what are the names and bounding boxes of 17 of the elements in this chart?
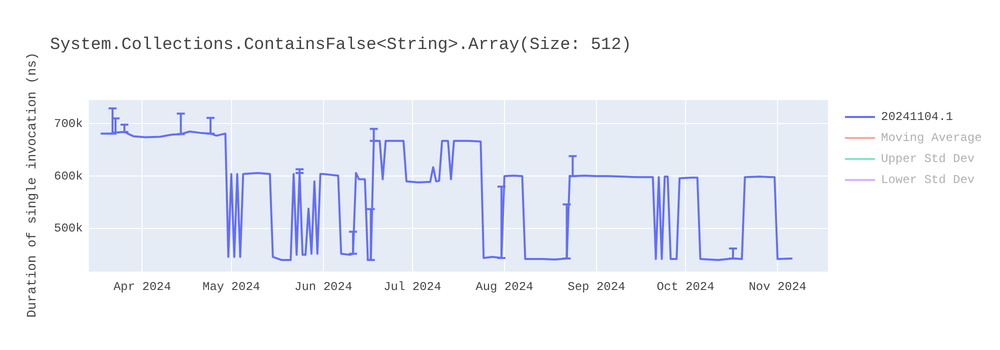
x-tick-label: Oct 2024	[656, 280, 714, 294]
legend-label: Moving Average	[881, 130, 982, 144]
x-tick-label: Nov 2024	[748, 280, 806, 294]
x-tick-label: Sep 2024	[568, 280, 626, 294]
legend-label: 20241104.1	[881, 110, 954, 124]
x-tick-label: Jul 2024	[384, 280, 442, 294]
x-tick-label: Apr 2024	[113, 280, 172, 294]
legend-label: Upper Std Dev	[881, 152, 975, 166]
y-tick-label: 500k	[54, 222, 83, 236]
y-axis-title: Duration of single invocation (ns)	[24, 52, 40, 318]
x-tick-label: May 2024	[202, 280, 260, 294]
x-tick-label: Aug 2024	[476, 280, 534, 294]
y-tick-label: 600k	[54, 169, 83, 184]
chart-title: System.Collections.ContainsFalse<String>.Array(Size: 512)	[50, 36, 632, 55]
y-tick-label: 700k	[54, 116, 83, 131]
x-tick-label: Jun 2024	[294, 280, 352, 294]
legend-label: Lower Std Dev	[881, 172, 975, 186]
